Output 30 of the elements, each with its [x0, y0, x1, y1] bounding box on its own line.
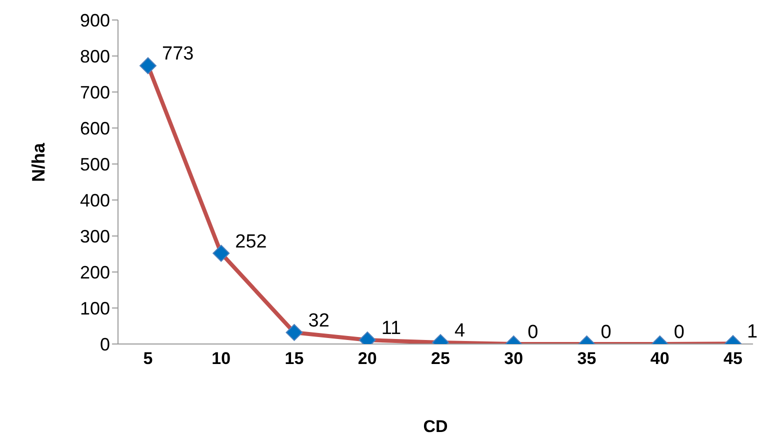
data-label: 4 — [454, 320, 466, 342]
data-label: 0 — [600, 322, 612, 343]
x-tick-label: 25 — [431, 349, 450, 368]
data-label: 11 — [381, 318, 402, 340]
data-label: 32 — [308, 310, 330, 332]
y-tick-label: 100 — [80, 298, 110, 318]
x-tick-label: 45 — [724, 349, 742, 368]
y-tick-label: 200 — [80, 262, 110, 282]
x-tick-label: 15 — [284, 349, 304, 368]
y-tick-label: 700 — [80, 82, 110, 102]
x-tick-label: 20 — [358, 349, 377, 368]
y-tick-label: 600 — [80, 118, 110, 138]
x-tick-label: 30 — [504, 349, 524, 368]
x-tick-label: 10 — [212, 349, 231, 368]
data-label: 0 — [528, 322, 538, 343]
data-label: 773 — [162, 44, 194, 65]
data-label: 0 — [674, 322, 684, 343]
data-label: 1 — [747, 322, 758, 343]
y-tick-label: 400 — [80, 190, 110, 210]
data-label: 252 — [235, 231, 267, 252]
y-tick-label: 0 — [100, 334, 110, 354]
x-tick-label: 5 — [143, 349, 153, 368]
x-axis-title: CD — [423, 417, 448, 436]
y-axis-title: N/ha — [28, 142, 48, 182]
y-tick-label: 900 — [80, 10, 110, 30]
y-tick-label: 300 — [80, 226, 110, 246]
y-tick-label: 800 — [80, 46, 110, 66]
x-tick-label: 35 — [577, 349, 596, 368]
x-tick-label: 40 — [650, 349, 670, 368]
y-tick-label: 500 — [80, 154, 110, 174]
